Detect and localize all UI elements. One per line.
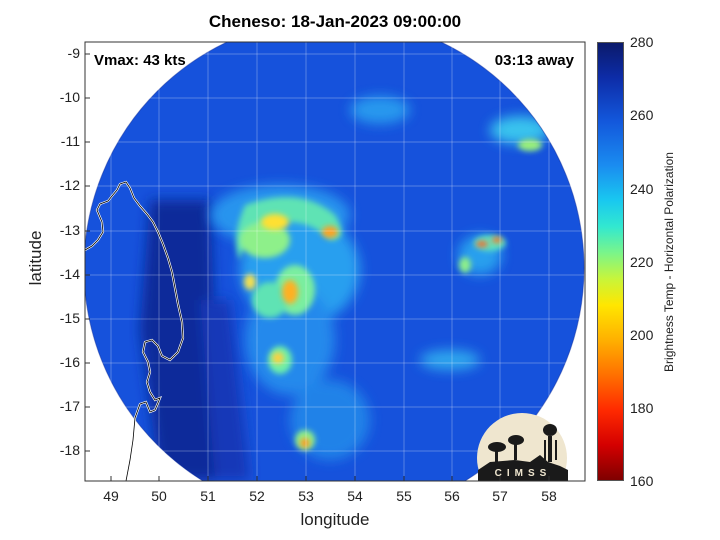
colorbar-tick-label: 220 bbox=[630, 254, 654, 270]
map-grid bbox=[85, 42, 585, 481]
colorbar-tick-label: 260 bbox=[630, 107, 654, 123]
y-tick-label: -10 bbox=[59, 89, 80, 105]
x-tick-label: 54 bbox=[347, 488, 363, 504]
x-tick-label: 53 bbox=[298, 488, 314, 504]
colorbar-tick-label: 160 bbox=[630, 473, 654, 489]
y-tick-label: -16 bbox=[59, 354, 80, 370]
x-tick-label: 49 bbox=[103, 488, 119, 504]
axes-frame bbox=[84, 41, 586, 482]
x-tick-label: 58 bbox=[541, 488, 557, 504]
axis-ticks bbox=[85, 53, 550, 481]
colorbar-tick-label: 200 bbox=[630, 327, 654, 343]
y-tick-label: -13 bbox=[59, 222, 80, 238]
coastline bbox=[85, 180, 185, 481]
y-axis-title: latitude bbox=[26, 230, 45, 286]
x-tick-label: 56 bbox=[444, 488, 460, 504]
y-tick-label: -11 bbox=[60, 133, 80, 149]
x-tick-label: 57 bbox=[492, 488, 508, 504]
map-title: Cheneso: 18-Jan-2023 09:00:00 bbox=[208, 12, 462, 31]
x-tick-label: 50 bbox=[151, 488, 167, 504]
x-axis-title: longitude bbox=[300, 510, 370, 529]
y-tick-label: -17 bbox=[59, 398, 80, 414]
colorbar-tick-label: 240 bbox=[630, 181, 654, 197]
cimss-logo bbox=[477, 413, 568, 481]
cimss-logo-text: CIMSS bbox=[495, 468, 552, 479]
vmax-annotation: Vmax: 43 kts bbox=[94, 52, 186, 69]
y-tick-label: -12 bbox=[59, 177, 80, 193]
y-tick-label: -15 bbox=[59, 310, 80, 326]
x-tick-label: 55 bbox=[396, 488, 412, 504]
y-tick-label: -9 bbox=[67, 45, 80, 61]
colorbar-title: Brightness Temp - Horizontal Polarizatio… bbox=[662, 152, 676, 372]
colorbar bbox=[597, 42, 624, 481]
y-tick-label: -14 bbox=[59, 266, 80, 282]
y-tick-label: -18 bbox=[59, 442, 80, 458]
colorbar-tick-label: 280 bbox=[630, 34, 654, 50]
brightness-temp-swath bbox=[85, 42, 585, 481]
x-tick-label: 51 bbox=[200, 488, 216, 504]
x-tick-label: 52 bbox=[249, 488, 265, 504]
time-away-annotation: 03:13 away bbox=[494, 52, 574, 69]
colorbar-tick-label: 180 bbox=[630, 400, 654, 416]
